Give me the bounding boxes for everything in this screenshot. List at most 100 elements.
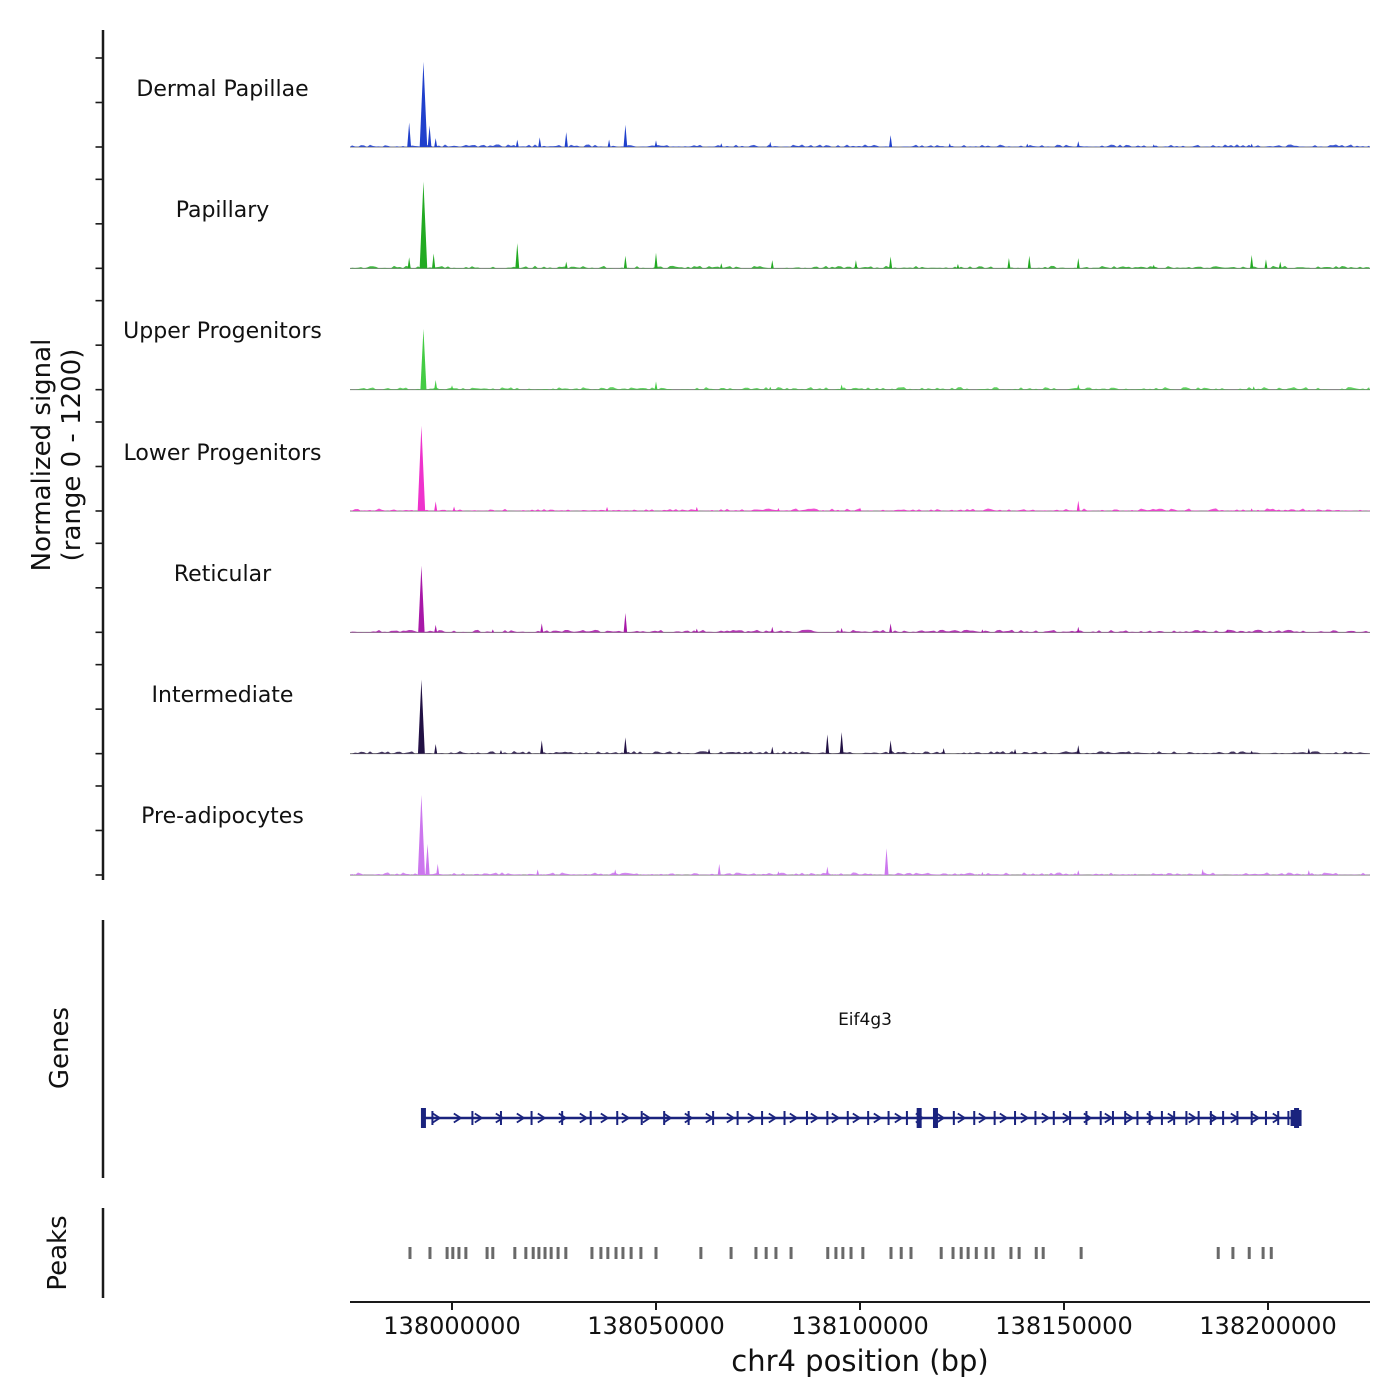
gene-exon-tick [1160,1111,1163,1125]
signal-peak [623,613,628,633]
gene-exon-tick [1185,1111,1188,1125]
peak-mark [445,1247,449,1259]
signal-peak [499,749,503,754]
track-label-dermal-papillae: Dermal Papillae [136,77,309,102]
peak-mark [564,1247,568,1259]
track-label-lower-progenitors: Lower Progenitors [123,441,322,466]
gene-strand-arrow [915,1112,925,1124]
gene-model-eif4g3 [420,1108,1302,1128]
track-noise [350,144,1370,147]
signal-peak [417,679,425,754]
gene-strand-arrow [1230,1112,1240,1124]
signal-peak [1076,745,1080,754]
x-tick-label-2: 138100000 [791,1312,929,1340]
peak-mark [1231,1247,1235,1259]
track-noise [350,872,1370,875]
peak-mark [599,1247,603,1259]
gene-exon-tick [993,1111,996,1125]
signal-peak [434,380,438,390]
gene-strand-arrow [831,1112,841,1124]
signal-track-lower-progenitors [350,425,1370,512]
signal-peak [515,243,520,269]
gene-strand-arrow [1251,1112,1261,1124]
peak-mark [841,1247,845,1259]
signal-peak [1250,143,1253,147]
signal-peak [536,869,540,875]
gene-strand-arrow [579,1112,589,1124]
gene-exon-tick [561,1111,564,1125]
x-tick-label-3: 138150000 [995,1312,1133,1340]
gene-strand-arrow [810,1112,820,1124]
signal-peak [564,132,568,147]
x-axis-title: chr4 position (bp) [731,1344,989,1378]
peak-mark [639,1247,643,1259]
peak-mark [774,1247,778,1259]
signal-peak [942,748,946,754]
gene-strand-arrow [852,1112,862,1124]
gene-exon-tick [952,1111,955,1125]
signal-peak [436,863,440,875]
peak-mark [699,1247,703,1259]
signal-peak [889,256,893,269]
peaks-track [408,1247,1273,1259]
gene-exon-tick [887,1111,890,1125]
gene-exon-tick [431,1111,434,1125]
gene-strand-arrow [894,1112,904,1124]
track-noise [350,629,1370,633]
gene-strand-arrow [621,1112,631,1124]
signal-peak [623,737,628,754]
peak-mark [590,1247,594,1259]
track-label-papillary: Papillary [175,198,270,223]
signal-track-papillary [350,181,1370,269]
signal-peak [768,141,772,147]
peak-mark [984,1247,988,1259]
gene-strand-arrow [978,1112,988,1124]
gene-exon-tick [589,1111,592,1125]
signal-peak [1307,870,1311,875]
peak-mark [457,1247,461,1259]
signal-peak [623,124,628,147]
signal-peak [858,507,862,511]
gene-strand-arrow [1167,1112,1177,1124]
gene-exon-tick [1034,1111,1037,1125]
signal-peak [1076,500,1080,511]
signal-peak [839,732,844,754]
gene-exon-tick [1250,1111,1253,1125]
x-tick-label-4: 138200000 [1199,1312,1337,1340]
peak-mark [491,1247,495,1259]
signal-peak [1076,384,1080,390]
track-label-reticular: Reticular [173,562,272,587]
peak-mark [826,1247,830,1259]
peak-mark [764,1247,768,1259]
signal-peak [770,746,774,754]
peak-mark [606,1247,610,1259]
gene-exon-tick [1136,1111,1139,1125]
signal-peak [420,328,427,390]
gene-exon-tick [1124,1111,1127,1125]
signal-peak [884,848,889,875]
peak-mark [899,1247,903,1259]
signal-peak [434,744,438,754]
y-axis-label-line2: (range 0 - 1200) [57,348,87,562]
peak-mark [729,1247,733,1259]
gene-exon-tick [1264,1111,1267,1125]
gene-strand-arrow [873,1112,883,1124]
peak-mark [1269,1247,1273,1259]
signal-peak [418,565,425,633]
gene-exon-tick [932,1108,938,1128]
peak-mark [909,1247,913,1259]
track-label-upper-progenitors: Upper Progenitors [123,319,322,344]
gene-exon-tick [663,1111,666,1125]
signal-peak [1076,870,1080,875]
signal-peak [1027,255,1031,269]
signal-peak [707,748,711,754]
gene-exon-tick [905,1111,908,1125]
peak-mark [556,1247,560,1259]
gene-exon-tick [736,1111,739,1125]
peak-mark [621,1247,625,1259]
signal-peak [623,255,627,269]
signal-peak [613,869,617,875]
gene-strand-arrow [663,1112,673,1124]
signal-peak [491,629,495,633]
gene-exon-tick [1052,1111,1055,1125]
